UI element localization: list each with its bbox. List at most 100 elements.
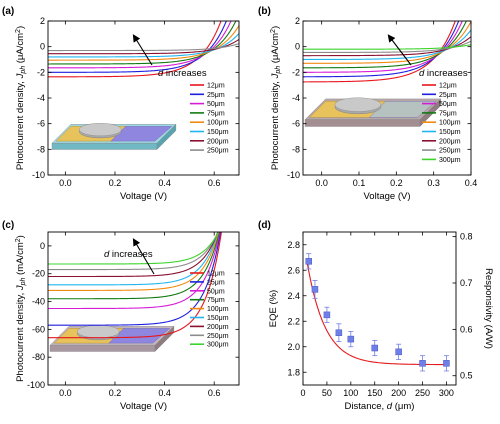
legend-label: 250μm [207, 333, 229, 340]
x-tick-label: 0.3 [427, 178, 440, 188]
series-line-25μm [48, 232, 222, 326]
device-illustration [51, 123, 177, 150]
text-part: ph [275, 66, 282, 75]
text-part: d [158, 68, 164, 79]
legend-label: 100μm [439, 120, 461, 127]
legend-label: 12μm [207, 83, 225, 90]
text-part: d [104, 249, 110, 260]
legend-label: 150μm [207, 129, 229, 136]
y-tick-label: -4 [37, 93, 45, 103]
annotation-text: d increases [158, 68, 207, 79]
y2-tick-label: 0.6 [460, 324, 473, 334]
x-tick-label: 300 [439, 388, 454, 398]
text-part: increases [163, 68, 207, 79]
text-part: d [387, 401, 393, 412]
series-line-200μm [48, 232, 219, 278]
y-axis-label: EQE (%) [268, 290, 279, 327]
disk-top [77, 325, 120, 339]
y-tick-label: 2.2 [287, 316, 300, 326]
x-tick-label: 150 [367, 388, 382, 398]
x-tick-label: 100 [343, 388, 358, 398]
panel-c: (c) 0.0 0.2 0.4 0.6 -100 -80 -60 -40 -20 0 Voltage … [2, 220, 240, 412]
series-line-50μm [48, 232, 221, 310]
text-part: (μA/cm [15, 33, 26, 66]
data-point [395, 348, 402, 356]
series-line-300μm [303, 44, 471, 50]
data-point [347, 335, 355, 343]
x-tick-label: 50 [322, 388, 332, 398]
x-tick-label: 0.4 [465, 178, 478, 188]
disk-top [334, 97, 382, 112]
y-tick-label: 2.0 [287, 342, 300, 352]
text-part: J [15, 285, 26, 291]
y-tick-label: -4 [292, 93, 300, 103]
series-line-50μm [48, 21, 232, 69]
x-tick-label: 0.6 [208, 388, 221, 398]
substrate-side [49, 345, 156, 352]
y-tick-label: 2.8 [287, 240, 300, 250]
text-part: (mA/cm [15, 242, 26, 277]
series-line-12μm [303, 21, 456, 83]
data-point [443, 360, 450, 367]
text-part: (μA/cm [270, 33, 281, 66]
series-line-300μm [48, 232, 220, 265]
series-line-100μm [48, 25, 239, 61]
x-axis-label: Voltage (V) [364, 191, 411, 202]
x-tick-label: 0.4 [158, 178, 171, 188]
panel-b: (b) 0.0 0.1 0.2 0.3 0.4 -10 -8 -6 -4 -2 0 2 Voltage (… [258, 6, 478, 202]
panel-label: (c) [2, 220, 14, 231]
text-part: (μm) [392, 401, 414, 412]
x-tick-label: 0.0 [315, 178, 328, 188]
panel-label: (d) [258, 220, 271, 231]
y-tick-label: -20 [32, 269, 45, 279]
legend-label: 150μm [207, 315, 229, 322]
text-part: increases [109, 249, 153, 260]
device-illustration [304, 97, 442, 127]
x-tick-label: 0.2 [109, 388, 122, 398]
text-part: J [15, 73, 26, 79]
y-tick-label: 2.6 [287, 265, 300, 275]
panel-d: (d) 0 50 100 150 200 250 300 1.8 2.0 2.2 2.4 2.6 2.8 D… [258, 220, 494, 412]
y-tick-label: -6 [37, 119, 45, 129]
x-tick-label: 0.4 [158, 388, 171, 398]
disk-top [79, 123, 122, 137]
y-tick-label: -100 [27, 380, 45, 390]
text-part: increases [424, 68, 468, 79]
data-point [335, 329, 343, 336]
x-axis-label: Distance, d (μm) [345, 401, 415, 412]
legend-label: 100μm [207, 120, 229, 127]
data-area [303, 21, 471, 83]
series-line-150μm [48, 33, 239, 58]
x-tick-label: 250 [415, 388, 430, 398]
x-tick-label: 0.0 [59, 388, 72, 398]
y-tick-label: -10 [32, 170, 45, 180]
text-part: 2 [15, 29, 22, 33]
series-line-12μm [48, 21, 222, 78]
y-tick-label: 0 [295, 42, 300, 52]
panel-label: (a) [2, 6, 14, 17]
y-tick-label: 2 [40, 16, 45, 26]
device-illustration [49, 325, 175, 352]
y-tick-label: 1.8 [287, 367, 300, 377]
text-part: Photocurrent density, [270, 78, 281, 170]
series-line-150μm [48, 232, 219, 286]
series-line-25μm [303, 21, 460, 78]
legend-label: 12μm [439, 83, 457, 90]
x-tick-label: 0.2 [390, 178, 403, 188]
text-part: J [270, 73, 281, 79]
legend-label: 250μm [207, 148, 229, 155]
series-line-250μm [303, 40, 471, 53]
y-tick-label: -8 [37, 144, 45, 154]
series-line-100μm [48, 232, 220, 291]
x-tick-label: 0.1 [353, 178, 366, 188]
text-part: d [419, 68, 425, 79]
data-point [305, 258, 312, 265]
y-tick-label: 0 [40, 241, 45, 251]
y2-tick-label: 0.5 [460, 371, 473, 381]
annotation-arrow [132, 34, 153, 66]
y-tick-label: 2.4 [287, 291, 300, 301]
text-part: 2 [15, 238, 22, 242]
y-tick-label: -2 [292, 67, 300, 77]
legend-label: 25μm [207, 92, 225, 99]
